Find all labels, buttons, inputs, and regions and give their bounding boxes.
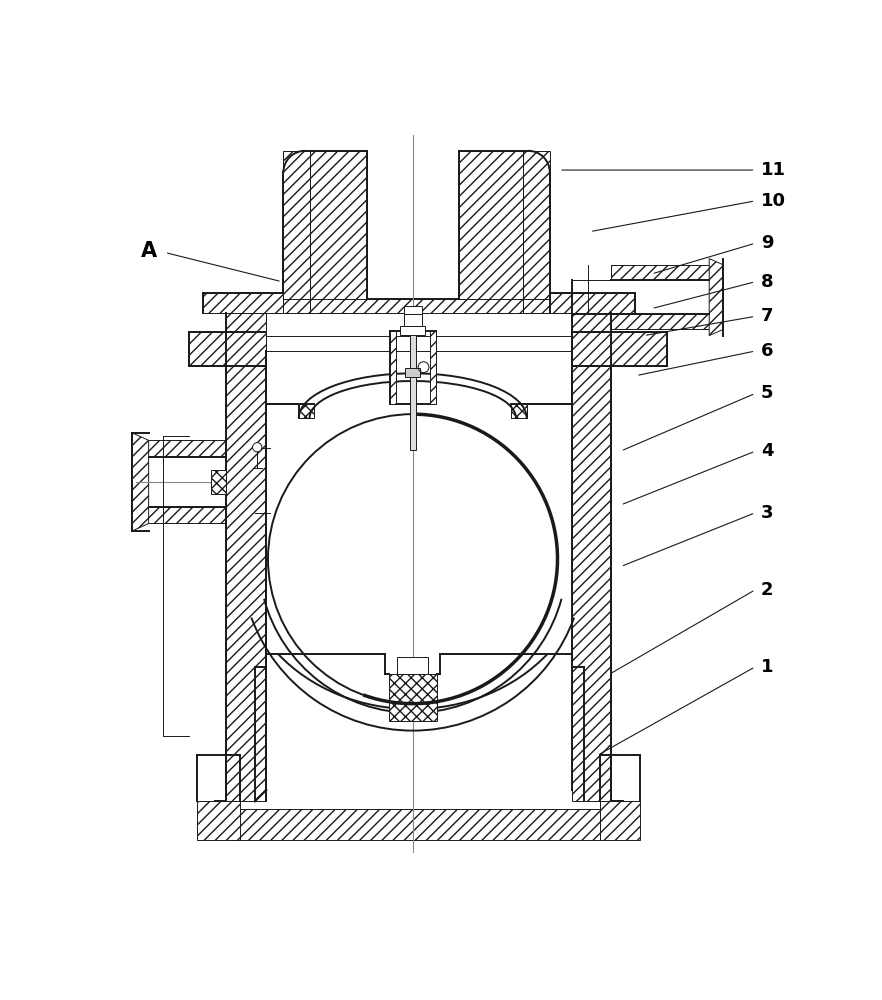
- Polygon shape: [131, 507, 227, 523]
- Bar: [198, 801, 240, 840]
- Polygon shape: [389, 674, 437, 721]
- Bar: [400, 326, 425, 335]
- Polygon shape: [283, 299, 549, 312]
- Bar: [232, 809, 600, 840]
- Text: 2: 2: [761, 581, 774, 599]
- Polygon shape: [430, 331, 436, 404]
- Polygon shape: [459, 151, 549, 312]
- Bar: [403, 314, 422, 326]
- Text: 4: 4: [761, 442, 774, 460]
- Bar: [403, 306, 422, 314]
- Text: 6: 6: [761, 342, 774, 360]
- Polygon shape: [572, 312, 611, 351]
- Polygon shape: [204, 293, 283, 312]
- Text: 1: 1: [761, 658, 774, 676]
- Text: A: A: [141, 241, 158, 261]
- Text: 9: 9: [761, 234, 774, 252]
- Polygon shape: [549, 293, 634, 312]
- Polygon shape: [190, 332, 266, 366]
- Polygon shape: [611, 314, 709, 329]
- Bar: [405, 368, 421, 377]
- Bar: [398, 657, 428, 674]
- Polygon shape: [390, 331, 396, 404]
- Bar: [211, 470, 227, 494]
- Text: 5: 5: [761, 384, 774, 402]
- Polygon shape: [283, 151, 367, 312]
- Polygon shape: [131, 433, 149, 531]
- Text: 11: 11: [761, 161, 786, 179]
- Text: 7: 7: [761, 307, 774, 325]
- Text: 10: 10: [761, 192, 786, 210]
- Polygon shape: [227, 351, 266, 801]
- Text: 8: 8: [761, 273, 774, 291]
- Polygon shape: [572, 332, 667, 366]
- Text: 3: 3: [761, 504, 774, 522]
- Polygon shape: [227, 312, 266, 351]
- Circle shape: [252, 443, 262, 452]
- Polygon shape: [299, 404, 314, 418]
- Polygon shape: [572, 351, 611, 801]
- Polygon shape: [709, 259, 723, 336]
- Polygon shape: [611, 265, 709, 280]
- Bar: [409, 323, 415, 450]
- Polygon shape: [512, 404, 527, 418]
- Bar: [600, 801, 640, 840]
- Polygon shape: [131, 440, 227, 457]
